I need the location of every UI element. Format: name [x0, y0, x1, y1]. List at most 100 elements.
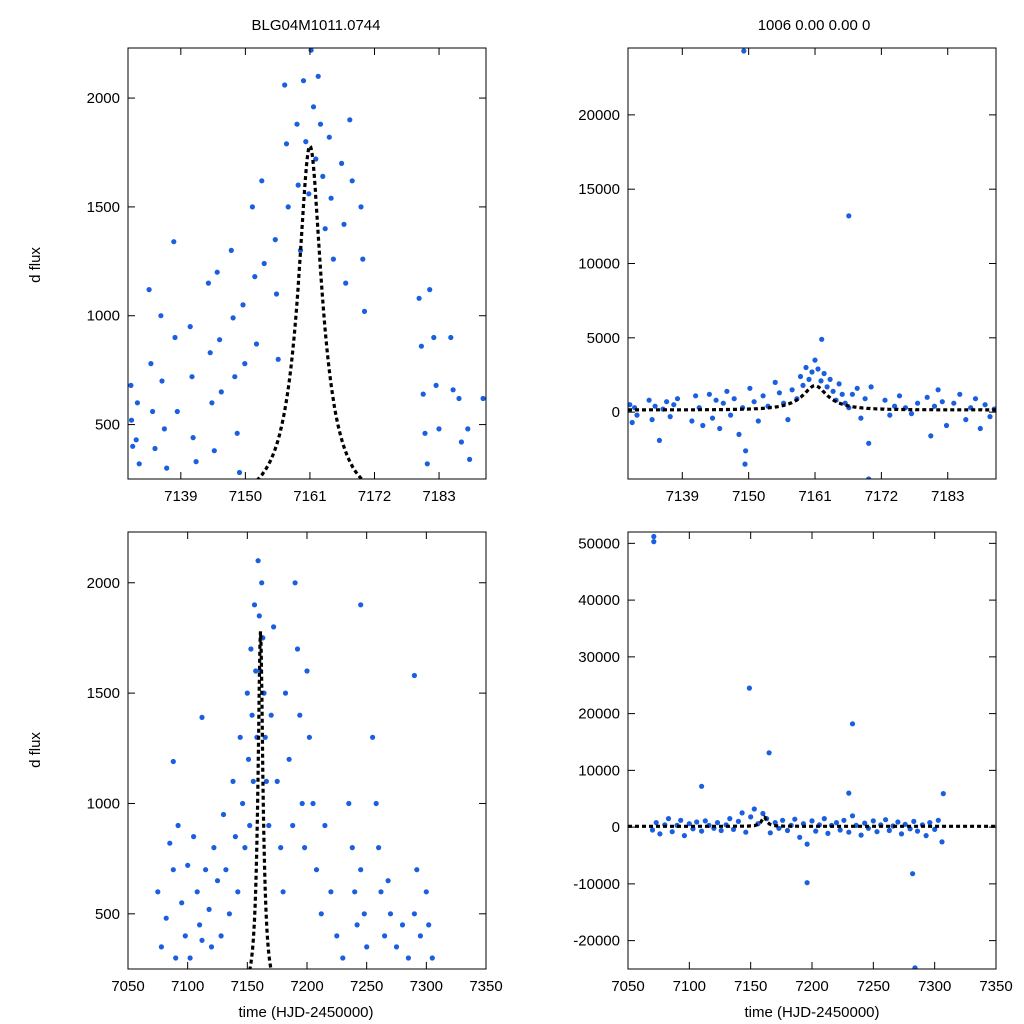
data-point — [789, 387, 795, 393]
data-point — [334, 933, 340, 939]
data-point — [211, 448, 217, 454]
data-point — [318, 911, 324, 917]
data-point — [240, 302, 246, 308]
data-point — [429, 955, 435, 961]
data-point — [299, 800, 305, 807]
data-point — [819, 336, 825, 342]
data-point — [714, 820, 721, 826]
data-point — [347, 117, 353, 123]
x-tick-label: 7139 — [666, 488, 699, 505]
x-tick-label: 7050 — [611, 978, 644, 995]
data-point — [824, 384, 830, 390]
data-point — [426, 922, 432, 928]
title-right: 1006 0.00 0.00 0 — [758, 17, 871, 34]
model-curve — [255, 143, 364, 479]
data-point — [982, 402, 988, 408]
y-tick-label: 10000 — [578, 762, 620, 779]
data-point — [987, 414, 993, 420]
data-point — [821, 816, 827, 822]
data-point — [294, 646, 301, 652]
data-point — [825, 830, 831, 837]
data-point — [285, 204, 291, 210]
data-point — [420, 391, 426, 397]
data-point — [657, 831, 663, 837]
data-point — [776, 390, 783, 396]
data-point — [693, 393, 699, 399]
data-point — [760, 810, 766, 817]
data-point — [273, 291, 280, 297]
data-point — [230, 315, 236, 321]
x-tick-label: 7250 — [350, 978, 383, 995]
data-point — [652, 403, 658, 409]
data-point — [935, 817, 941, 823]
data-point — [681, 833, 688, 839]
data-point — [804, 841, 810, 847]
xlabel-bottom-right: time (HJD-2450000) — [744, 1004, 879, 1021]
data-point — [784, 827, 791, 834]
data-point — [206, 906, 212, 913]
panel-bottom-left: 7050 7100 7150 7200 7250 7300 7350 500 1000 1500 2… — [87, 531, 503, 995]
data-point — [736, 431, 742, 437]
data-point — [424, 461, 430, 467]
data-point — [717, 425, 723, 432]
data-point — [914, 828, 921, 834]
data-point — [883, 817, 889, 823]
model-curve — [628, 815, 996, 828]
data-point — [886, 827, 892, 834]
data-point — [322, 226, 328, 232]
data-point — [174, 408, 180, 415]
data-point — [256, 613, 262, 619]
x-tick-label: 7172 — [358, 488, 391, 505]
y-tick-label: 10000 — [578, 256, 620, 273]
data-point — [268, 712, 274, 718]
data-point — [713, 397, 719, 403]
data-point — [450, 387, 456, 393]
data-point — [253, 341, 260, 347]
ylabel-top: d flux — [27, 247, 44, 283]
data-point — [417, 933, 423, 939]
data-point — [912, 965, 918, 969]
data-point — [667, 414, 673, 420]
data-point — [282, 690, 289, 696]
data-point — [669, 829, 675, 835]
data-point — [651, 533, 657, 540]
data-point — [218, 933, 224, 939]
data-point — [259, 580, 265, 586]
data-point — [709, 415, 716, 421]
data-point — [849, 721, 856, 727]
data-point — [411, 911, 417, 917]
x-tick-label: 7200 — [795, 978, 828, 995]
data-point — [214, 878, 221, 884]
title-left: BLG04M1011.0744 — [252, 17, 381, 34]
data-point — [423, 889, 429, 895]
data-point — [977, 425, 983, 432]
data-point — [651, 539, 657, 545]
data-point — [237, 734, 243, 740]
data-point — [841, 817, 847, 823]
data-point — [313, 867, 320, 873]
data-point — [792, 816, 798, 822]
data-point — [766, 750, 772, 756]
x-tick-label: 7161 — [798, 488, 831, 505]
x-tick-label: 7161 — [293, 488, 326, 505]
x-tick-label: 7183 — [931, 488, 964, 505]
data-point — [155, 889, 161, 895]
data-point — [266, 822, 272, 829]
data-point — [209, 400, 215, 406]
data-point — [247, 822, 253, 829]
data-point — [194, 889, 200, 895]
data-point — [242, 845, 248, 851]
data-point — [358, 602, 364, 608]
data-point — [167, 840, 173, 846]
data-point — [164, 465, 170, 471]
data-point — [896, 393, 903, 399]
y-tick-label: 1000 — [87, 308, 120, 325]
data-point — [152, 445, 158, 452]
data-point — [780, 817, 786, 823]
data-point — [286, 756, 292, 762]
data-point — [292, 580, 298, 586]
data-point — [748, 814, 754, 820]
data-point — [251, 602, 258, 608]
data-point — [295, 182, 301, 188]
